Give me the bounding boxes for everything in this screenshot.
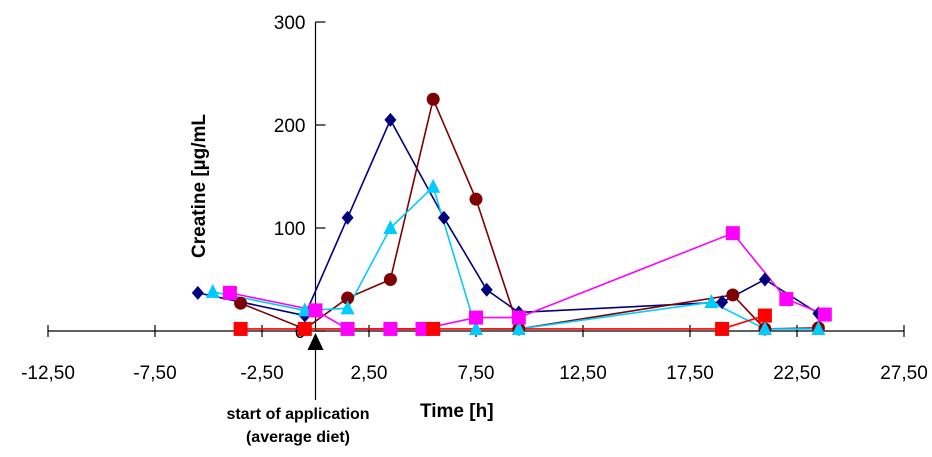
x-tick-label: -2,50 <box>240 363 283 384</box>
data-point <box>426 92 440 106</box>
data-point <box>469 310 483 325</box>
x-tick-label: -7,50 <box>133 363 176 384</box>
x-tick-label: 7,50 <box>458 363 495 384</box>
data-point <box>383 321 398 336</box>
data-point <box>205 283 220 298</box>
data-point <box>222 285 237 300</box>
x-tick-label: 2,50 <box>351 363 388 384</box>
data-point <box>716 295 729 310</box>
data-point <box>817 307 832 322</box>
data-point <box>779 292 794 307</box>
data-point <box>341 210 354 225</box>
data-point <box>426 178 441 193</box>
data-point <box>437 210 450 225</box>
data-point <box>234 296 248 310</box>
data-point <box>725 226 740 241</box>
data-point <box>383 273 397 286</box>
y-tick-label: 200 <box>274 116 306 137</box>
annotation-line-1: start of application <box>226 406 369 423</box>
data-point <box>511 310 526 325</box>
data-point <box>415 321 430 336</box>
x-tick-label: 22,50 <box>773 363 821 384</box>
data-point <box>297 321 312 336</box>
data-point <box>297 302 312 317</box>
x-tick-label: 12,50 <box>559 363 607 384</box>
data-point <box>233 321 248 336</box>
data-point <box>340 300 355 315</box>
data-point <box>715 321 730 336</box>
data-point <box>511 320 526 335</box>
data-point <box>480 282 493 297</box>
y-axis-title: Creatine [µg/mL <box>189 114 210 258</box>
data-point <box>811 320 826 335</box>
data-point <box>757 320 772 335</box>
data-point <box>341 291 355 305</box>
data-point <box>758 272 771 287</box>
data-point <box>757 308 772 323</box>
data-point <box>469 320 483 335</box>
y-tick-label: 300 <box>274 13 306 34</box>
series-line <box>229 232 826 330</box>
data-point <box>469 192 483 206</box>
x-tick-label: -12,50 <box>21 363 75 384</box>
x-axis-title: Time [h] <box>420 401 494 422</box>
data-point <box>384 112 397 127</box>
x-tick-label: 27,50 <box>880 363 928 384</box>
annotation-line-2: (average diet) <box>246 429 350 446</box>
data-point <box>340 321 355 336</box>
data-point <box>308 303 323 318</box>
data-point <box>383 220 398 234</box>
annotation-arrow-icon <box>307 333 324 350</box>
data-point <box>726 288 740 302</box>
data-point <box>704 294 719 309</box>
series-line <box>212 185 819 330</box>
data-point <box>426 321 441 336</box>
data-point <box>191 285 204 300</box>
series-line <box>197 118 819 317</box>
y-tick-label: 100 <box>274 219 306 240</box>
x-tick-label: 17,50 <box>666 363 714 384</box>
series-line <box>240 96 819 330</box>
